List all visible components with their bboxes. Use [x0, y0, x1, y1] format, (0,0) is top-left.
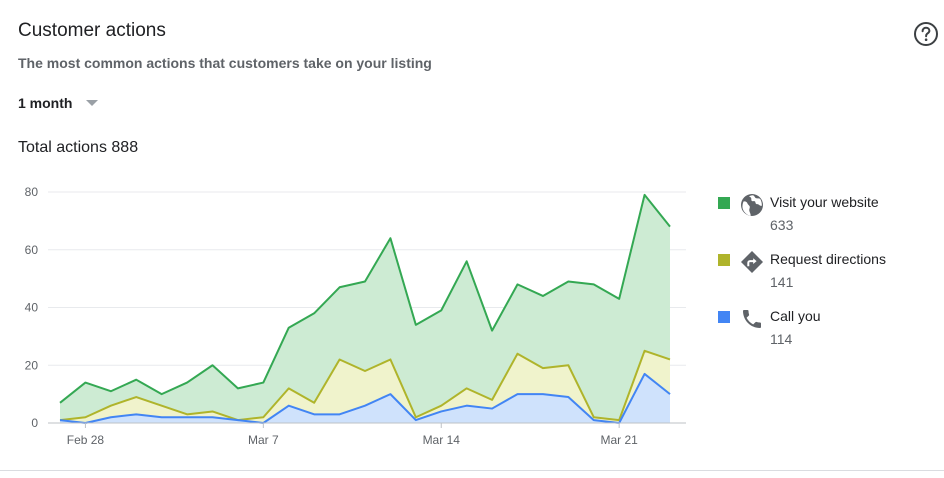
x-tick-label: Mar 21 — [600, 433, 638, 447]
globe-icon — [741, 194, 763, 216]
legend-item-website[interactable]: Visit your website 633 — [716, 192, 936, 242]
dropdown-caret-icon — [86, 100, 99, 106]
phone-icon — [743, 310, 761, 328]
legend-value: 114 — [770, 331, 793, 347]
help-circle-icon[interactable] — [913, 21, 939, 47]
y-tick-label: 80 — [25, 185, 39, 199]
legend-label: Visit your website — [770, 194, 879, 210]
legend-swatch — [718, 311, 730, 323]
legend-value: 633 — [770, 217, 794, 233]
series-line — [59, 349, 671, 422]
legend-value: 141 — [770, 274, 794, 290]
period-selected-value: 1 month — [18, 95, 73, 111]
legend-item-call[interactable]: Call you 114 — [716, 306, 936, 356]
legend-item-directions[interactable]: Request directions 141 — [716, 249, 936, 299]
total-actions-value: 888 — [111, 139, 139, 156]
bottom-divider — [0, 470, 944, 471]
series-line — [59, 372, 671, 424]
card-title: Customer actions — [18, 20, 166, 41]
period-dropdown[interactable]: 1 month — [18, 95, 99, 111]
series-area — [60, 373, 670, 423]
card-subtitle: The most common actions that customers t… — [18, 55, 432, 71]
x-tick-label: Feb 28 — [67, 433, 105, 447]
legend-swatch — [718, 197, 730, 209]
series-line — [59, 193, 671, 404]
total-actions: Total actions 888 — [18, 139, 138, 157]
legend-label: Call you — [770, 308, 821, 324]
y-tick-label: 40 — [25, 301, 39, 315]
y-tick-label: 0 — [31, 416, 38, 430]
legend-swatch — [718, 254, 730, 266]
y-tick-label: 20 — [25, 358, 39, 372]
legend-label: Request directions — [770, 251, 886, 267]
y-tick-label: 60 — [25, 243, 39, 257]
x-tick-label: Mar 14 — [423, 433, 461, 447]
x-tick-label: Mar 7 — [248, 433, 279, 447]
total-actions-label: Total actions — [18, 139, 107, 156]
directions-icon — [741, 251, 763, 273]
